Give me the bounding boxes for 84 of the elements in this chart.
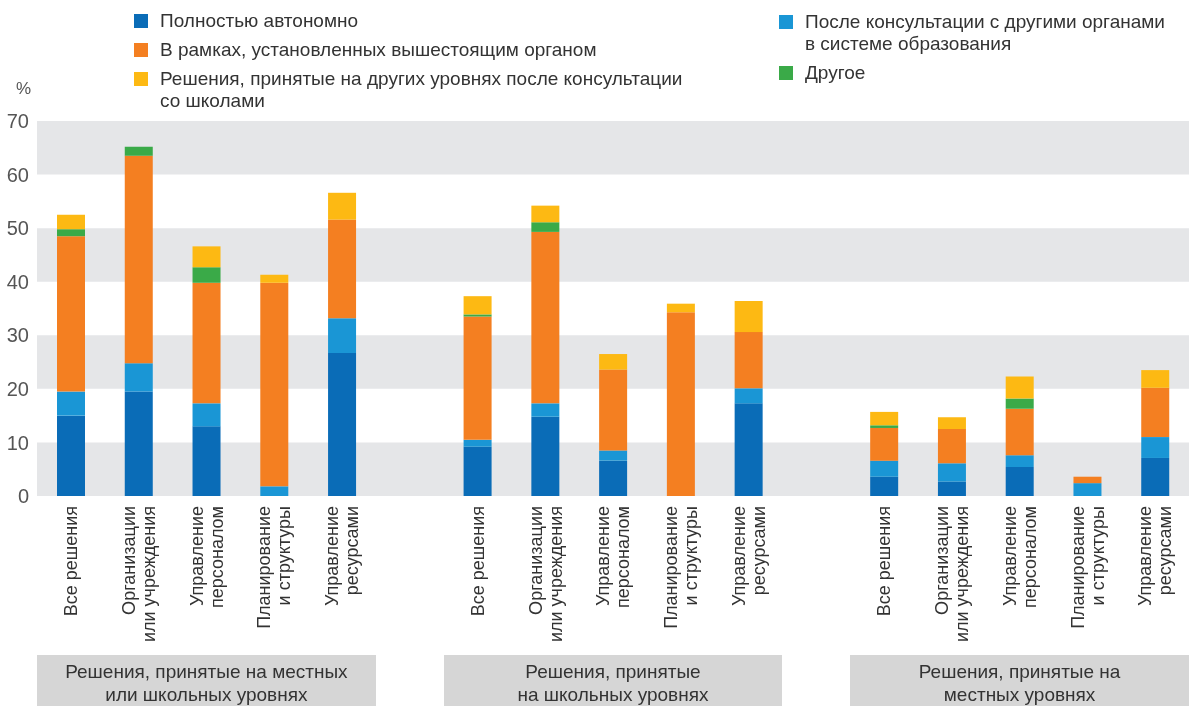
text: Решения, принятые на местных уровнях: [918, 660, 1121, 706]
bar: [599, 369, 628, 451]
bar: [57, 391, 85, 416]
bar: [1073, 483, 1102, 496]
bar: [328, 352, 357, 496]
y-tick-label: 50: [6, 217, 29, 240]
y-tick-label: 0: [17, 485, 29, 508]
bar: [463, 439, 492, 447]
bar: [531, 403, 560, 417]
bar: [124, 155, 153, 364]
bar: [124, 363, 153, 392]
bar: [870, 425, 899, 428]
bar: [531, 222, 560, 232]
y-tick-label: 10: [6, 431, 29, 454]
text: Решения, принятые на школьных уровнях: [517, 660, 709, 706]
bar: [57, 415, 85, 496]
bar: [260, 274, 289, 283]
legend-label: В рамках, установленных вышестоящим органом: [160, 39, 597, 61]
bar: [937, 463, 966, 482]
bar: [463, 446, 492, 496]
bar: [666, 303, 695, 313]
bar: [734, 301, 763, 333]
y-tick-label: 20: [6, 377, 29, 400]
bar: [734, 388, 763, 404]
bar: [1141, 387, 1170, 438]
bar: [531, 416, 560, 496]
bar: [531, 231, 560, 404]
bar: [734, 403, 763, 496]
bar: [57, 236, 85, 392]
text: Решения, принятые на местных или школьных уровнях: [65, 660, 348, 706]
x-tick-label: Организации или учреждения: [118, 506, 159, 643]
bar: [1005, 408, 1034, 456]
bar: [531, 205, 560, 223]
bar: [124, 391, 153, 496]
x-tick-label: Организации или учреждения: [525, 506, 566, 643]
y-tick-label: 70: [6, 110, 29, 133]
bar: [870, 427, 899, 461]
bar: [666, 312, 695, 496]
bar: [1141, 370, 1170, 388]
bar: [328, 192, 357, 220]
bar: [937, 429, 966, 464]
legend-label: Решения, принятые на других уровнях после консультации со школами: [160, 68, 684, 112]
y-tick-label: 40: [6, 270, 29, 293]
x-tick-label: Все решения: [61, 506, 82, 617]
bar: [1073, 476, 1102, 484]
bar: [463, 314, 492, 317]
legend-label: Полностью автономно: [160, 10, 359, 32]
bar: [870, 476, 899, 496]
legend-label: Другое: [805, 62, 866, 84]
bar: [57, 229, 85, 237]
bar: [260, 486, 289, 496]
bar: [937, 481, 966, 496]
y-axis-title: %: [16, 78, 32, 100]
bar: [260, 282, 289, 487]
bar: [192, 246, 221, 268]
bar: [1005, 398, 1034, 409]
bar: [937, 417, 966, 430]
bar: [192, 267, 221, 283]
bar: [599, 460, 628, 496]
bar: [1005, 467, 1034, 496]
bar: [328, 318, 357, 353]
x-tick-label: Все решения: [874, 506, 895, 617]
bar: [870, 460, 899, 477]
bar: [599, 450, 628, 461]
bar: [192, 426, 221, 496]
y-tick-label: 30: [6, 324, 29, 347]
bar: [124, 146, 153, 156]
x-tick-label: Организации или учреждения: [932, 506, 973, 643]
y-tick-label: 60: [6, 163, 29, 186]
bar: [192, 403, 221, 427]
bar: [463, 296, 492, 315]
bar: [1141, 437, 1170, 458]
bar: [328, 219, 357, 319]
bar: [1005, 376, 1034, 399]
bar: [1141, 457, 1170, 496]
bar: [192, 282, 221, 404]
bar: [599, 354, 628, 370]
legend-label: После консультации с другими органами в системе образования: [805, 11, 1166, 55]
bar: [870, 411, 899, 426]
x-tick-label: Все решения: [467, 506, 488, 617]
bar: [463, 316, 492, 440]
bar: [1005, 455, 1034, 468]
bar: [57, 214, 85, 230]
bar: [734, 332, 763, 389]
